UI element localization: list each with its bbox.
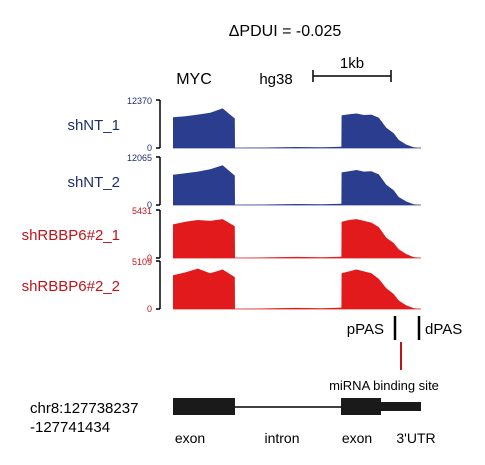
- track-1: 12370 0 shNT_1: [67, 96, 421, 153]
- genome-label: hg38: [259, 71, 292, 88]
- mirna-label: miRNA binding site: [329, 378, 439, 393]
- y-min-label: 0: [147, 143, 152, 153]
- series-label: shRBBP6#2_1: [22, 227, 120, 244]
- utr-block: [381, 402, 421, 411]
- y-max-label: 5431: [132, 206, 152, 216]
- y-max-label: 12370: [127, 96, 152, 106]
- track-3: 5431 0 shRBBP6#2_1: [22, 206, 421, 263]
- y-min-label: 0: [147, 304, 152, 314]
- coverage-area: [173, 108, 421, 148]
- exon-1-block: [173, 398, 235, 415]
- series-label: shNT_1: [67, 117, 120, 134]
- y-max-label: 12065: [127, 153, 152, 163]
- pas-markers: pPAS dPAS miRNA binding site: [329, 316, 462, 393]
- coverage-area: [173, 219, 421, 258]
- scale-bar: [312, 70, 392, 82]
- gene-model: [173, 398, 421, 415]
- y-max-label: 5109: [132, 257, 152, 267]
- gene-label: MYC: [176, 71, 212, 88]
- coverage-area: [173, 268, 421, 309]
- scalebar-label: 1kb: [340, 55, 364, 72]
- dpas-label: dPAS: [425, 321, 462, 338]
- coordinate-line-1: chr8:127738237: [30, 400, 138, 417]
- series-label: shNT_2: [67, 174, 120, 191]
- feature-label-intron: intron: [264, 430, 299, 446]
- coordinate-line-2: -127741434: [30, 419, 110, 436]
- coverage-area: [173, 165, 421, 205]
- exon-2-block: [341, 398, 381, 415]
- figure-title: ΔPDUI = -0.025: [229, 23, 342, 40]
- y-min-label: 0: [147, 200, 152, 210]
- feature-label-3utr: 3'UTR: [396, 430, 435, 446]
- track-4: 5109 0 shRBBP6#2_2: [22, 257, 421, 314]
- coverage-tracks: 123700shNT_1120650shNT_254310shRBBP6#2_1…: [22, 96, 421, 314]
- ppas-label: pPAS: [347, 321, 384, 338]
- feature-label-exon-1: exon: [175, 430, 205, 446]
- feature-label-exon-2: exon: [342, 430, 372, 446]
- y-min-label: 0: [147, 253, 152, 263]
- series-label: shRBBP6#2_2: [22, 278, 120, 295]
- track-2: 12065 0 shNT_2: [67, 153, 421, 210]
